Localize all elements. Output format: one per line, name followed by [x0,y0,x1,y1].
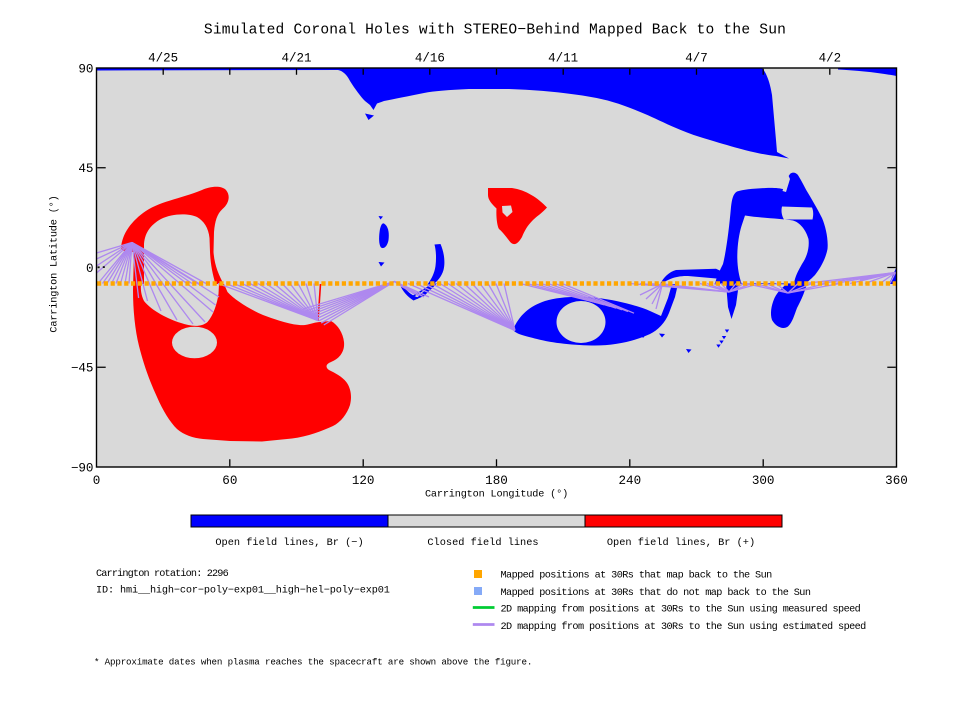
svg-text:90: 90 [78,62,93,76]
svg-text:Carrington rotation: 2296: Carrington rotation: 2296 [96,568,229,580]
svg-text:2D mapping from positions at 3: 2D mapping from positions at 30Rs to the… [501,604,861,616]
svg-text:ID: hmi__high−cor−poly−exp01__: ID: hmi__high−cor−poly−exp01__high−hel−p… [96,585,390,597]
svg-text:180: 180 [485,474,508,488]
svg-text:0: 0 [86,262,94,276]
svg-text:Open field lines, Br (−): Open field lines, Br (−) [215,537,363,549]
svg-text:4/11: 4/11 [548,52,578,66]
svg-text:4/2: 4/2 [819,52,842,66]
svg-text:2D mapping from positions at 3: 2D mapping from positions at 30Rs to the… [501,621,867,633]
svg-text:240: 240 [618,474,641,488]
svg-text:Mapped positions at 30Rs that: Mapped positions at 30Rs that do not map… [501,587,811,599]
svg-text:4/21: 4/21 [281,52,311,66]
svg-text:0: 0 [93,474,101,488]
svg-text:4/16: 4/16 [415,52,445,66]
svg-text:Simulated Coronal Holes with S: Simulated Coronal Holes with STEREO−Behi… [204,23,786,39]
svg-text:* Approximate dates when plasm: * Approximate dates when plasma reaches … [94,657,532,668]
svg-text:300: 300 [752,474,775,488]
svg-text:45: 45 [78,162,93,176]
svg-text:Mapped positions at 30Rs that: Mapped positions at 30Rs that map back t… [501,570,773,582]
svg-text:60: 60 [222,474,237,488]
svg-text:360: 360 [885,474,908,488]
svg-text:4/7: 4/7 [685,52,708,66]
svg-text:Open field lines, Br (+): Open field lines, Br (+) [607,537,755,549]
svg-text:4/25: 4/25 [148,52,178,66]
svg-text:Carrington Latitude (°): Carrington Latitude (°) [49,195,61,332]
svg-text:Carrington Longitude (°): Carrington Longitude (°) [425,489,568,501]
svg-text:120: 120 [352,474,375,488]
svg-text:Closed field lines: Closed field lines [427,537,538,549]
svg-text:−90: −90 [71,461,94,475]
svg-text:−45: −45 [71,362,94,376]
